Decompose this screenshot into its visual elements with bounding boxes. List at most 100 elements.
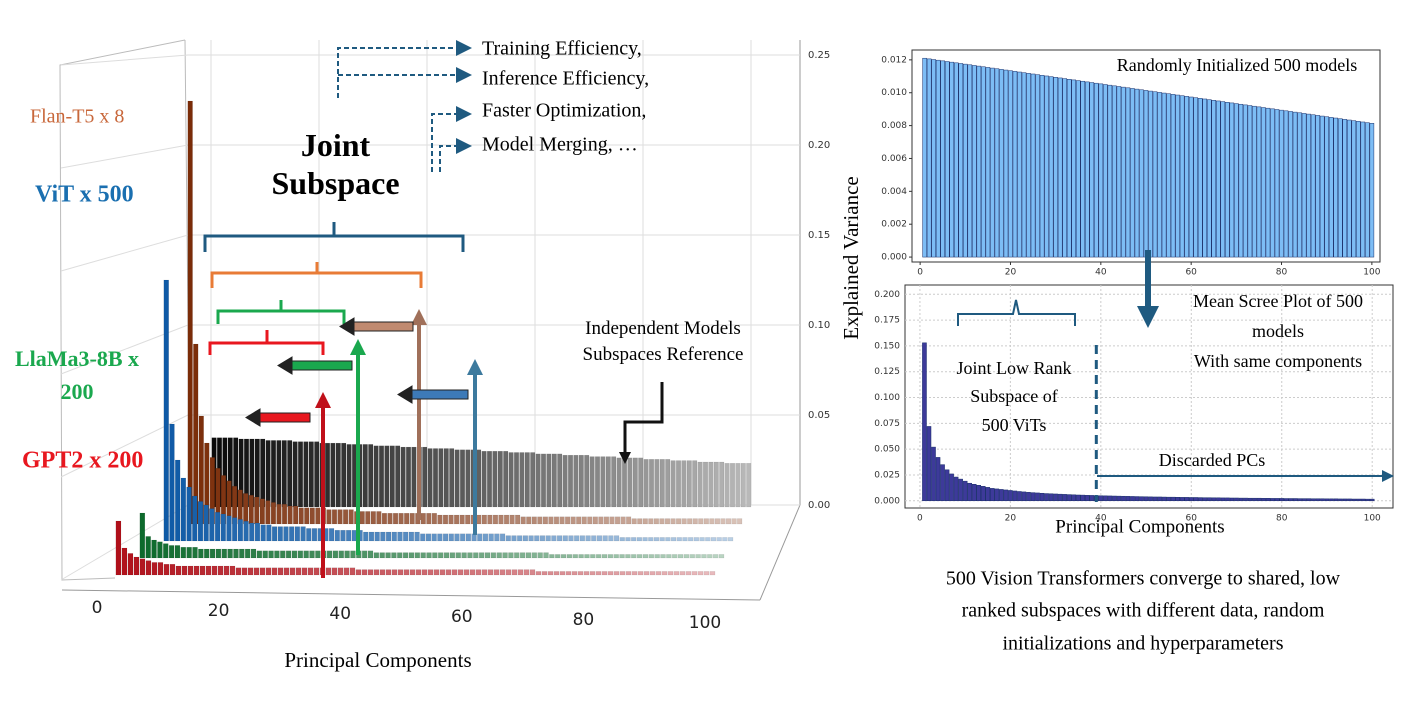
bar [1252, 105, 1257, 258]
bar [427, 448, 433, 508]
bar [163, 543, 169, 559]
bar [511, 535, 517, 542]
bar [426, 552, 432, 559]
bar [265, 567, 272, 576]
bar [718, 554, 725, 559]
z-tick-label: 0.10 [808, 320, 830, 331]
bar [578, 454, 584, 508]
bar [1311, 498, 1316, 502]
bar [1283, 498, 1289, 502]
x-tick-label: 40 [329, 604, 351, 624]
bar [121, 547, 128, 576]
bar [270, 502, 276, 525]
bar [266, 524, 272, 542]
bar [976, 485, 982, 502]
bar [1039, 492, 1045, 502]
bar [309, 507, 315, 525]
bar [590, 554, 596, 559]
bar [467, 552, 473, 559]
bar [379, 569, 386, 576]
bar [1044, 75, 1049, 258]
bar [192, 547, 198, 559]
bar [487, 451, 492, 508]
bar [688, 537, 694, 542]
bar [673, 571, 680, 576]
bar [1098, 495, 1104, 502]
bar [343, 509, 349, 525]
bar [414, 531, 420, 542]
bar [406, 446, 411, 508]
bar [432, 552, 438, 559]
bar [175, 459, 181, 542]
bar [1057, 493, 1063, 502]
bar [335, 442, 341, 508]
bar [460, 449, 465, 508]
bar [217, 565, 224, 576]
x-axis-label: Principal Components [284, 648, 471, 672]
bar [1220, 497, 1226, 502]
bar [1084, 81, 1090, 258]
bar [605, 456, 611, 508]
bar [237, 519, 244, 542]
bar [1148, 90, 1153, 258]
bar [325, 442, 330, 508]
bar [584, 554, 590, 559]
bar [981, 66, 986, 258]
bar [692, 518, 698, 525]
bar [379, 552, 385, 559]
bar [683, 554, 690, 559]
bar [187, 565, 194, 576]
bar [1369, 498, 1375, 502]
bar [400, 446, 406, 508]
bar [608, 535, 614, 542]
bar [1302, 498, 1307, 502]
bar [1143, 496, 1149, 502]
bar [301, 567, 308, 576]
bar [691, 571, 698, 576]
bar [363, 531, 369, 542]
bar [443, 552, 450, 559]
bar [304, 507, 310, 525]
bar [1166, 496, 1171, 502]
bar-plot: 0.000 0.002 0.004 0.006 0.008 0.010 0.012 0 20 40… [881, 49, 1381, 278]
bar [180, 477, 187, 542]
bar [1193, 497, 1199, 502]
bar [274, 550, 280, 559]
bar [193, 565, 200, 576]
bar [346, 530, 352, 542]
bar [508, 552, 514, 559]
bar [455, 552, 461, 559]
bar [1220, 101, 1226, 258]
bar [300, 526, 306, 542]
bar [1053, 493, 1058, 502]
bar [243, 493, 249, 525]
bar [151, 562, 158, 576]
bar [686, 460, 692, 508]
bar [326, 509, 332, 525]
bar-plot: 0.000 0.025 0.050 0.075 0.100 0.125 0.150 0.175… [874, 284, 1394, 524]
bar [256, 550, 263, 559]
bar [254, 496, 260, 525]
bar [526, 516, 532, 525]
bar [1048, 493, 1054, 502]
bar [636, 537, 643, 542]
bar [672, 554, 678, 559]
bar [1048, 76, 1054, 258]
bar [306, 528, 312, 542]
bar [578, 554, 584, 559]
bar [1134, 88, 1140, 258]
bar [163, 279, 169, 542]
bar [1121, 495, 1126, 502]
bar [1333, 117, 1339, 258]
bar [642, 518, 648, 525]
bar [1265, 498, 1271, 502]
bar [227, 548, 233, 559]
bar [1089, 495, 1095, 502]
bar [1130, 496, 1135, 502]
bar [408, 531, 414, 542]
bar [448, 533, 454, 542]
bar [254, 522, 261, 542]
bar [619, 554, 625, 559]
bar [283, 526, 289, 542]
bar [1026, 73, 1031, 258]
